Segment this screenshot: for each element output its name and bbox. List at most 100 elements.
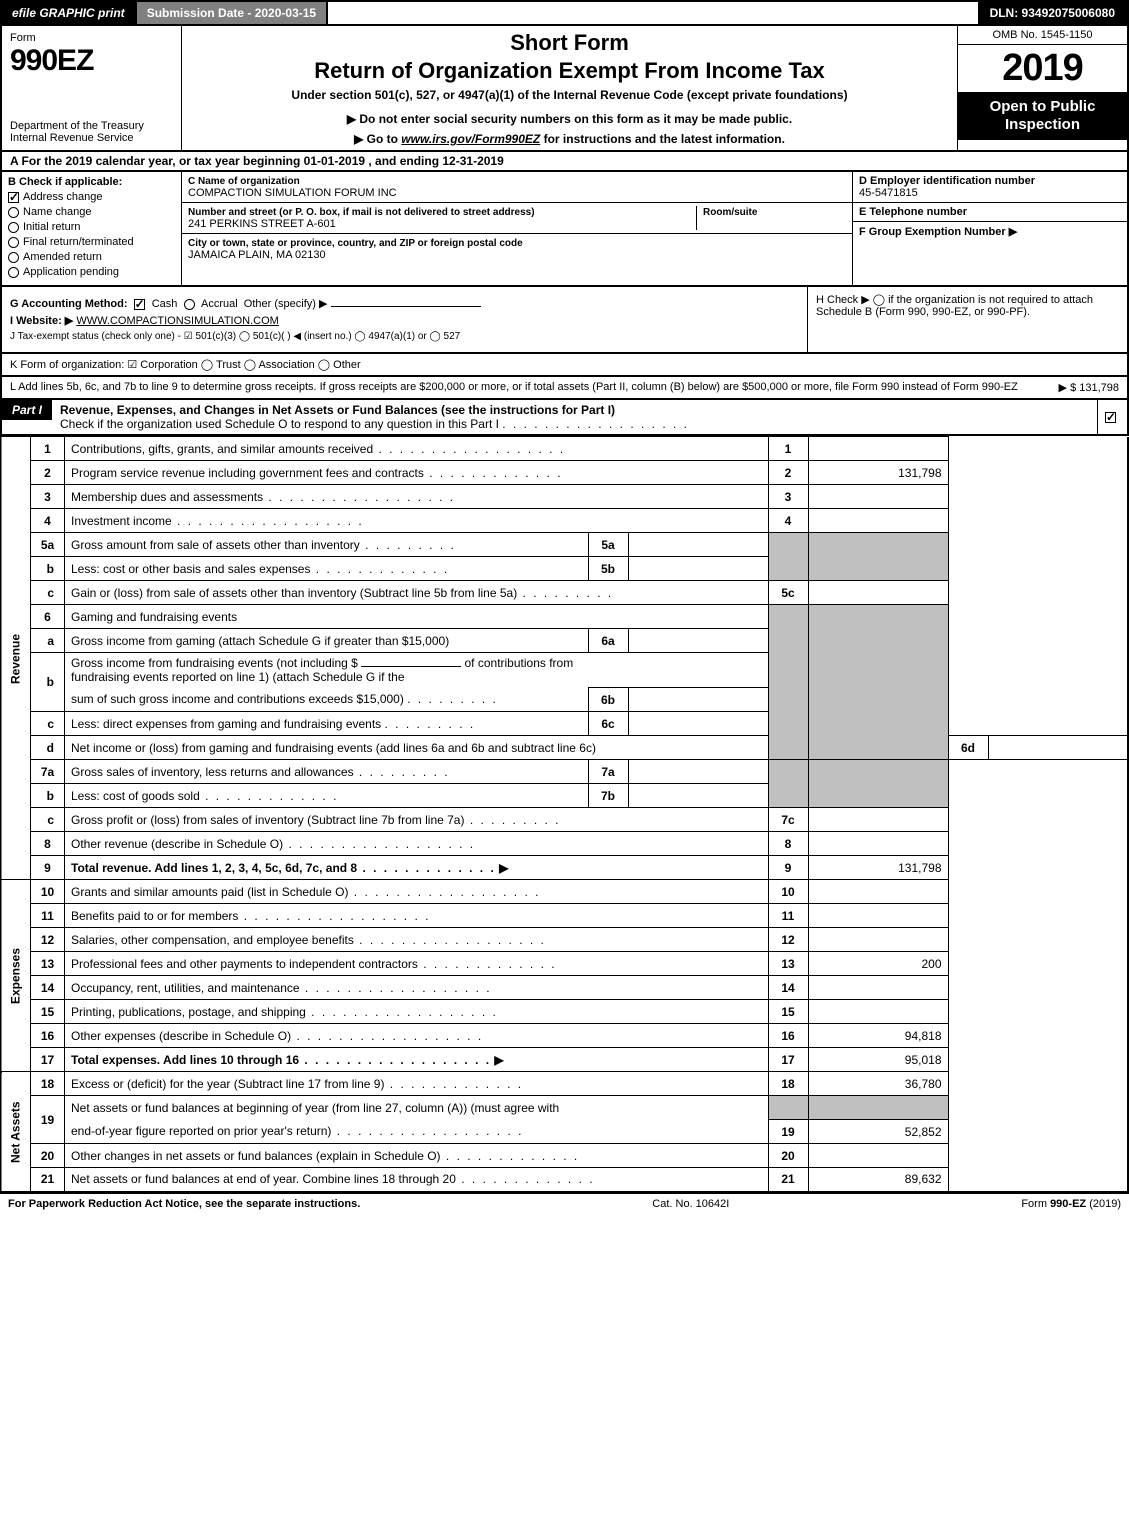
chk-label: Address change bbox=[23, 191, 103, 203]
sub-no: 7a bbox=[588, 760, 628, 784]
part-1-sub: Check if the organization used Schedule … bbox=[60, 417, 499, 431]
ln-no: 4 bbox=[31, 509, 65, 533]
ln-no: 17 bbox=[31, 1048, 65, 1072]
line-7c: c Gross profit or (loss) from sales of i… bbox=[1, 808, 1128, 832]
row-l-text: L Add lines 5b, 6c, and 7b to line 9 to … bbox=[10, 381, 1018, 394]
ln-no: 11 bbox=[31, 904, 65, 928]
radio-icon bbox=[8, 252, 19, 263]
row-g-accounting: G Accounting Method: Cash Accrual Other … bbox=[10, 297, 799, 310]
shade-cell bbox=[808, 605, 948, 760]
org-city-value: JAMAICA PLAIN, MA 02130 bbox=[188, 249, 326, 261]
line-3: 3 Membership dues and assessments 3 bbox=[1, 485, 1128, 509]
expenses-side-label: Expenses bbox=[1, 880, 31, 1072]
col-b-header: B Check if applicable: bbox=[8, 176, 175, 188]
title-return-exempt: Return of Organization Exempt From Incom… bbox=[190, 58, 949, 84]
g-label: G Accounting Method: bbox=[10, 298, 128, 310]
dept-line2: Internal Revenue Service bbox=[10, 132, 173, 144]
line-5c: c Gain or (loss) from sale of assets oth… bbox=[1, 581, 1128, 605]
chk-name-change[interactable]: Name change bbox=[8, 206, 175, 218]
ln-no: 7a bbox=[31, 760, 65, 784]
line-17: 17 Total expenses. Add lines 10 through … bbox=[1, 1048, 1128, 1072]
ln-no: 13 bbox=[31, 952, 65, 976]
footer-right-pre: Form bbox=[1021, 1198, 1050, 1210]
part-1-title: Revenue, Expenses, and Changes in Net As… bbox=[52, 400, 1097, 434]
sub-no: 5a bbox=[588, 533, 628, 557]
sub-val bbox=[628, 629, 768, 653]
rt-val bbox=[808, 581, 948, 605]
row-l-gross-receipts: L Add lines 5b, 6c, and 7b to line 9 to … bbox=[0, 377, 1129, 400]
part-1-label: Part I bbox=[2, 400, 52, 420]
line-5a: 5a Gross amount from sale of assets othe… bbox=[1, 533, 1128, 557]
desc2: fundraising events reported on line 1) (… bbox=[71, 670, 405, 684]
ln-desc: Less: cost or other basis and sales expe… bbox=[65, 557, 589, 581]
line-10: Expenses 10 Grants and similar amounts p… bbox=[1, 880, 1128, 904]
other-specify-field[interactable] bbox=[331, 306, 481, 307]
chk-amended-return[interactable]: Amended return bbox=[8, 251, 175, 263]
dln: DLN: 93492075006080 bbox=[980, 2, 1127, 24]
ln-desc: Excess or (deficit) for the year (Subtra… bbox=[65, 1072, 769, 1096]
ein-cell: D Employer identification number 45-5471… bbox=[853, 172, 1127, 203]
rt-val: 200 bbox=[808, 952, 948, 976]
chk-address-change[interactable]: Address change bbox=[8, 191, 175, 203]
part-1-schedule-o-check[interactable] bbox=[1097, 400, 1127, 434]
open-to-public-inspection: Open to Public Inspection bbox=[958, 92, 1127, 140]
telephone-cell: E Telephone number bbox=[853, 203, 1127, 222]
rt-no: 17 bbox=[768, 1048, 808, 1072]
topbar-spacer bbox=[328, 2, 979, 24]
part-1-header-row: Part I Revenue, Expenses, and Changes in… bbox=[0, 400, 1129, 436]
chk-initial-return[interactable]: Initial return bbox=[8, 221, 175, 233]
goto-post: for instructions and the latest informat… bbox=[540, 132, 785, 146]
chk-application-pending[interactable]: Application pending bbox=[8, 266, 175, 278]
title-short-form: Short Form bbox=[190, 30, 949, 56]
ln-no: 14 bbox=[31, 976, 65, 1000]
form-number: 990EZ bbox=[10, 44, 173, 78]
shade-cell bbox=[768, 533, 808, 581]
line-19a: 19 Net assets or fund balances at beginn… bbox=[1, 1096, 1128, 1120]
contributions-field[interactable] bbox=[361, 666, 461, 667]
line-11: 11 Benefits paid to or for members 11 bbox=[1, 904, 1128, 928]
ln-no: a bbox=[31, 629, 65, 653]
chk-final-return[interactable]: Final return/terminated bbox=[8, 236, 175, 248]
line-6d: d Net income or (loss) from gaming and f… bbox=[1, 736, 1128, 760]
dept-line1: Department of the Treasury bbox=[10, 120, 173, 132]
efile-graphic-print[interactable]: efile GRAPHIC print bbox=[2, 2, 137, 24]
irs-link[interactable]: www.irs.gov/Form990EZ bbox=[401, 132, 540, 146]
line-15: 15 Printing, publications, postage, and … bbox=[1, 1000, 1128, 1024]
line-21: 21 Net assets or fund balances at end of… bbox=[1, 1168, 1128, 1192]
other-label: Other (specify) ▶ bbox=[244, 298, 328, 310]
radio-icon[interactable] bbox=[184, 299, 195, 310]
col-def: D Employer identification number 45-5471… bbox=[852, 172, 1127, 285]
shade-cell bbox=[808, 1096, 948, 1120]
form-header: Form 990EZ Department of the Treasury In… bbox=[0, 26, 1129, 152]
row-a-tax-year: A For the 2019 calendar year, or tax yea… bbox=[0, 152, 1129, 172]
rows-g-h-i-j: G Accounting Method: Cash Accrual Other … bbox=[0, 287, 1129, 354]
rt-no: 10 bbox=[768, 880, 808, 904]
line-6a: a Gross income from gaming (attach Sched… bbox=[1, 629, 1128, 653]
ln-desc: Program service revenue including govern… bbox=[65, 461, 769, 485]
website-value[interactable]: WWW.COMPACTIONSIMULATION.COM bbox=[76, 315, 278, 327]
rt-val: 131,798 bbox=[808, 856, 948, 880]
ein-value: 45-5471815 bbox=[859, 187, 918, 199]
org-city-cell: City or town, state or province, country… bbox=[182, 234, 852, 264]
shade-cell bbox=[768, 1096, 808, 1120]
ln-no: 5a bbox=[31, 533, 65, 557]
line-6b-1: b Gross income from fundraising events (… bbox=[1, 653, 1128, 688]
radio-icon bbox=[8, 207, 19, 218]
rt-val: 89,632 bbox=[808, 1168, 948, 1192]
ln-desc: Net assets or fund balances at beginning… bbox=[65, 1096, 769, 1120]
ln-desc: Gain or (loss) from sale of assets other… bbox=[65, 581, 769, 605]
ln-desc: Gross profit or (loss) from sales of inv… bbox=[65, 808, 769, 832]
rt-val bbox=[808, 509, 948, 533]
sub-val bbox=[628, 688, 768, 712]
radio-icon bbox=[8, 267, 19, 278]
subtitle-section: Under section 501(c), 527, or 4947(a)(1)… bbox=[190, 88, 949, 102]
checkbox-icon[interactable] bbox=[134, 299, 145, 310]
accrual-label: Accrual bbox=[201, 298, 238, 310]
shade-cell bbox=[808, 760, 948, 808]
rt-no: 4 bbox=[768, 509, 808, 533]
rt-val: 36,780 bbox=[808, 1072, 948, 1096]
tax-year: 2019 bbox=[958, 45, 1127, 92]
group-exemption-label: F Group Exemption Number ▶ bbox=[859, 226, 1017, 238]
ln-no: 15 bbox=[31, 1000, 65, 1024]
ln-desc: Other expenses (describe in Schedule O) bbox=[65, 1024, 769, 1048]
